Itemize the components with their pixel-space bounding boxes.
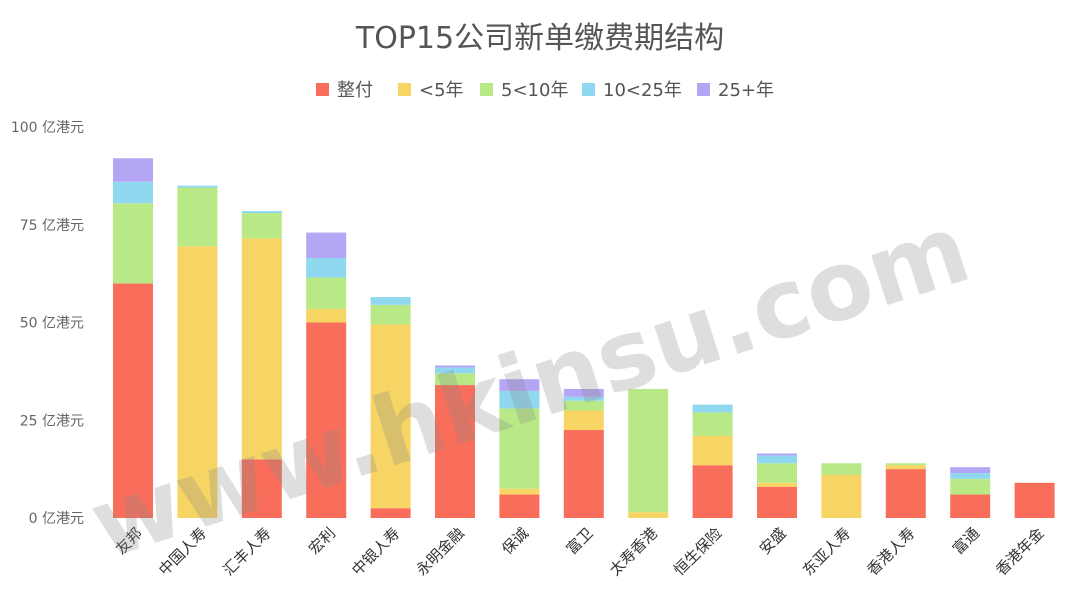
bars bbox=[113, 158, 1055, 518]
bar-segment bbox=[241, 459, 282, 518]
bar-segment bbox=[563, 430, 604, 518]
legend-swatch bbox=[316, 83, 329, 96]
y-tick-label: 0 亿港元 bbox=[29, 511, 84, 527]
bar-segment bbox=[628, 512, 669, 518]
bar-segment bbox=[563, 396, 604, 401]
x-tick-label: 中银人寿 bbox=[348, 524, 403, 579]
bar-segment bbox=[435, 373, 475, 386]
bar-segment bbox=[306, 257, 347, 278]
legend: 整付 <5年 5<10年 10<25年 25+年 bbox=[316, 80, 774, 101]
chart-title: TOP15公司新单缴费期结构 bbox=[355, 21, 724, 56]
x-tick-label: 保诚 bbox=[498, 524, 532, 558]
bar-segment bbox=[950, 478, 991, 495]
bar-segment bbox=[241, 238, 282, 460]
x-tick-label: 恒生保险 bbox=[670, 524, 725, 579]
bar-segment bbox=[950, 467, 991, 474]
bar-segment bbox=[499, 494, 540, 518]
bar-segment bbox=[499, 379, 540, 391]
bar-segment bbox=[563, 400, 604, 411]
bar-segment bbox=[241, 211, 282, 214]
legend-swatch bbox=[398, 83, 411, 96]
bar-segment bbox=[757, 486, 797, 518]
x-tick-label: 太寿香港 bbox=[606, 524, 661, 579]
bar-segment bbox=[370, 304, 411, 325]
bar-segment bbox=[1014, 482, 1055, 518]
legend-label: 10<25年 bbox=[603, 80, 682, 101]
bar-segment bbox=[113, 283, 153, 518]
bar-segment bbox=[370, 508, 411, 518]
bar-segment bbox=[821, 463, 862, 475]
bar-segment bbox=[628, 388, 669, 513]
bar-segment bbox=[499, 408, 540, 489]
bar-segment bbox=[563, 410, 604, 431]
bar-segment bbox=[306, 322, 347, 518]
bar-segment bbox=[692, 412, 733, 436]
bar-segment bbox=[950, 473, 991, 479]
bar-segment bbox=[885, 469, 926, 518]
bar-segment bbox=[499, 488, 540, 495]
bar-segment bbox=[306, 308, 347, 323]
y-tick-label: 25 亿港元 bbox=[20, 413, 84, 429]
bar-segment bbox=[435, 365, 475, 368]
legend-label: 5<10年 bbox=[501, 80, 568, 101]
bar-segment bbox=[757, 455, 797, 464]
bar-segment bbox=[177, 187, 218, 247]
bar-segment bbox=[435, 367, 475, 374]
bar-segment bbox=[885, 463, 926, 466]
bar-segment bbox=[563, 388, 604, 397]
y-tick-label: 50 亿港元 bbox=[20, 316, 84, 332]
legend-label: 25+年 bbox=[718, 80, 774, 101]
legend-swatch bbox=[582, 83, 595, 96]
bar-segment bbox=[306, 277, 347, 309]
bar-segment bbox=[306, 232, 347, 258]
bar-segment bbox=[821, 474, 862, 518]
bar-segment bbox=[241, 213, 282, 239]
bar-segment bbox=[885, 465, 926, 470]
x-tick-label: 安盛 bbox=[756, 524, 790, 558]
x-tick-label: 宏利 bbox=[305, 524, 339, 558]
bar-segment bbox=[757, 482, 797, 487]
bar-segment bbox=[435, 385, 475, 518]
bar-segment bbox=[499, 390, 540, 409]
x-tick-label: 香港人寿 bbox=[863, 524, 918, 579]
bar-segment bbox=[757, 453, 797, 456]
x-tick-label: 永明金融 bbox=[413, 524, 468, 579]
legend-label: <5年 bbox=[419, 80, 464, 101]
y-tick-label: 100 亿港元 bbox=[11, 120, 84, 136]
x-tick-label: 东亚人寿 bbox=[799, 524, 854, 579]
x-tick-label: 富卫 bbox=[563, 524, 597, 558]
y-tick-label: 75 亿港元 bbox=[20, 218, 84, 234]
x-tick-label: 富通 bbox=[949, 524, 983, 558]
bar-segment bbox=[113, 158, 153, 182]
bar-segment bbox=[113, 181, 153, 204]
bar-segment bbox=[370, 297, 411, 305]
legend-label: 整付 bbox=[337, 80, 373, 101]
bar-segment bbox=[692, 404, 733, 413]
bar-segment bbox=[950, 494, 991, 518]
bar-segment bbox=[370, 324, 411, 509]
y-axis: 0 亿港元 25 亿港元 50 亿港元 75 亿港元 100 亿港元 bbox=[11, 120, 84, 527]
x-tick-label: 香港年金 bbox=[992, 524, 1047, 579]
legend-swatch bbox=[697, 83, 710, 96]
legend-swatch bbox=[480, 83, 493, 96]
bar-segment bbox=[757, 463, 797, 483]
bar-segment bbox=[177, 246, 218, 518]
bar-segment bbox=[177, 185, 218, 188]
bar-segment bbox=[692, 435, 733, 466]
bar-segment bbox=[113, 203, 153, 284]
bar-segment bbox=[692, 465, 733, 518]
